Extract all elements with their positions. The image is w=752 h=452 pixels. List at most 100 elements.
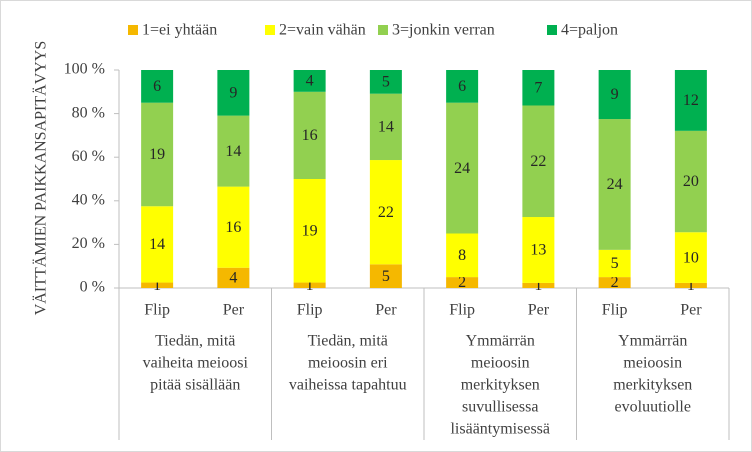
legend-label: 3=jonkin verran xyxy=(392,22,495,39)
group-label: Ymmärrän xyxy=(618,333,687,350)
bar-segment xyxy=(674,232,707,283)
group-label: meioosin xyxy=(471,355,530,372)
bar-segment xyxy=(293,70,326,92)
bar-segment xyxy=(217,186,250,268)
bar-segment xyxy=(598,249,631,278)
data-label: 14 xyxy=(149,236,165,253)
group-label: Ymmärrän xyxy=(466,333,535,350)
data-label: 24 xyxy=(607,176,623,193)
bar-segment xyxy=(598,119,631,250)
data-label: 22 xyxy=(378,204,394,221)
bar-segment xyxy=(141,102,174,207)
data-label: 16 xyxy=(225,219,241,236)
bar-segment xyxy=(217,70,250,116)
bar-segment xyxy=(293,91,326,179)
bar-segment xyxy=(141,70,174,103)
group-label: suvullisessa xyxy=(462,399,538,416)
data-label: 5 xyxy=(611,255,619,272)
bar-segment xyxy=(141,206,174,283)
data-label: 19 xyxy=(302,222,318,239)
bar-segment xyxy=(674,282,707,288)
data-label: 2 xyxy=(458,274,466,291)
data-label: 4 xyxy=(306,73,314,90)
group-label: merkityksen xyxy=(461,377,540,394)
legend-label: 1=ei yhtään xyxy=(142,22,217,39)
bar-segment xyxy=(598,70,631,120)
x-tick-label: Flip xyxy=(449,302,475,319)
group-label: evoluutiolle xyxy=(615,399,691,416)
y-tick-label: 80 % xyxy=(72,104,105,121)
data-label: 4 xyxy=(229,270,237,287)
group-label: merkityksen xyxy=(613,377,692,394)
x-tick-label: Flip xyxy=(144,302,170,319)
bar-segment xyxy=(369,70,402,94)
bar-segment xyxy=(522,282,555,288)
data-label: 14 xyxy=(378,119,394,136)
legend-label: 4=paljon xyxy=(561,22,618,39)
legend-label: 2=vain vähän xyxy=(279,22,366,39)
bar-segment xyxy=(369,160,402,265)
group-label: vaiheissa tapahtuu xyxy=(289,377,407,394)
data-label: 5 xyxy=(382,268,390,285)
x-tick-label: Per xyxy=(375,302,397,319)
bar-segment xyxy=(598,277,631,288)
data-label: 19 xyxy=(149,146,165,163)
bar-segment xyxy=(217,267,250,288)
y-tick-label: 40 % xyxy=(72,191,105,208)
x-tick-label: Per xyxy=(528,302,550,319)
x-tick-label: Flip xyxy=(602,302,628,319)
data-label: 1 xyxy=(306,277,314,294)
bar-segment xyxy=(217,115,250,187)
bar-segment xyxy=(446,233,479,278)
bar-segment xyxy=(446,277,479,288)
x-tick-label: Per xyxy=(223,302,245,319)
y-axis-title: VÄITTÄMIEN PAIKKANSAPITÄVYYS xyxy=(32,41,50,316)
legend-swatch xyxy=(128,25,138,35)
bar-segment xyxy=(446,102,479,234)
group-label: meioosin eri xyxy=(308,355,388,372)
data-label: 5 xyxy=(382,74,390,91)
bar-segment xyxy=(446,70,479,103)
legend-swatch xyxy=(378,25,388,35)
y-tick-label: 20 % xyxy=(72,235,105,252)
data-label: 14 xyxy=(225,143,241,160)
group-label: vaiheita meioosi xyxy=(143,355,249,372)
data-label: 13 xyxy=(530,242,546,259)
data-label: 10 xyxy=(683,249,699,266)
bar-segment xyxy=(293,179,326,283)
bar-segment xyxy=(522,105,555,218)
data-label: 9 xyxy=(611,86,619,103)
bar-segment xyxy=(369,93,402,161)
data-label: 22 xyxy=(530,153,546,170)
group-label: lisääntymisessä xyxy=(450,421,550,438)
bar-segment xyxy=(674,70,707,131)
bar-segment xyxy=(522,217,555,283)
group-label: Tiedän, mitä xyxy=(155,333,235,350)
group-label: Tiedän, mitä xyxy=(308,333,388,350)
y-tick-label: 60 % xyxy=(72,148,105,165)
y-tick-label: 0 % xyxy=(80,279,105,296)
data-label: 6 xyxy=(153,78,161,95)
data-label: 8 xyxy=(458,247,466,264)
data-label: 1 xyxy=(687,277,695,294)
x-tick-label: Flip xyxy=(297,302,323,319)
bar-segment xyxy=(522,70,555,106)
data-label: 6 xyxy=(458,78,466,95)
bar-segment xyxy=(674,130,707,233)
legend-swatch xyxy=(547,25,557,35)
data-label: 16 xyxy=(302,127,318,144)
bar-segment xyxy=(369,264,402,288)
data-label: 2 xyxy=(611,274,619,291)
data-label: 12 xyxy=(683,92,699,109)
group-label: pitää sisällään xyxy=(150,377,240,394)
data-label: 9 xyxy=(229,84,237,101)
bar-segment xyxy=(141,282,174,288)
x-tick-label: Per xyxy=(680,302,702,319)
data-label: 1 xyxy=(534,277,542,294)
y-tick-label: 100 % xyxy=(64,61,105,78)
data-label: 24 xyxy=(454,160,470,177)
data-label: 20 xyxy=(683,173,699,190)
data-label: 1 xyxy=(153,277,161,294)
legend-swatch xyxy=(265,25,275,35)
